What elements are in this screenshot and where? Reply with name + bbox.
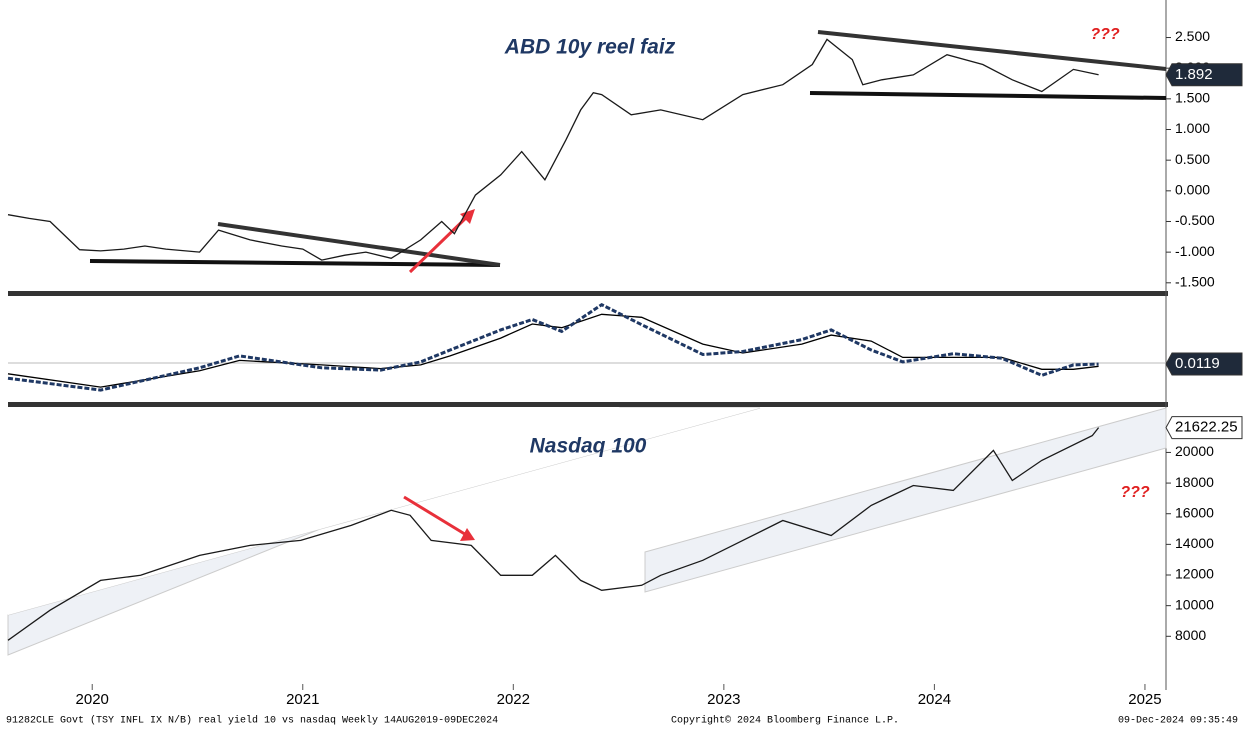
chart-title: Nasdaq 100 (530, 435, 647, 458)
channel-mask (8, 408, 760, 615)
y-tick-label: 8000 (1175, 627, 1206, 643)
series-line (7, 302, 1099, 392)
series-line (7, 38, 1099, 261)
arrow-head (460, 209, 475, 224)
y-tick-label: -1.000 (1175, 243, 1215, 259)
arrow (403, 495, 469, 538)
series-line (7, 427, 1100, 641)
last-value-label: 1.892 (1175, 66, 1213, 83)
y-tick-label: 1.500 (1175, 90, 1210, 106)
trend-line (809, 91, 1167, 100)
trend-line (89, 259, 501, 267)
y-tick-label: -1.500 (1175, 274, 1215, 290)
footer-center: Copyright© 2024 Bloomberg Finance L.P. (671, 715, 899, 727)
y-tick-label: 2.500 (1175, 28, 1210, 44)
x-tick-label: 2025 (1128, 691, 1161, 708)
channel (644, 407, 1167, 593)
last-value-label: 0.0119 (1175, 355, 1220, 372)
panel-separator (8, 402, 1168, 407)
footer-right: 09-Dec-2024 09:35:49 (1118, 716, 1238, 727)
y-tick-label: 14000 (1175, 535, 1214, 551)
arrow-head (460, 528, 475, 541)
y-tick-label: 10000 (1175, 596, 1214, 612)
trend-line (817, 30, 1167, 71)
last-value-box (1165, 416, 1243, 440)
footer-left: 91282CLE Govt (TSY INFL IX N/B) real yie… (6, 715, 498, 727)
y-tick-label: 16000 (1175, 504, 1214, 520)
last-value-box (1165, 352, 1243, 376)
y-tick-label: 0.500 (1175, 151, 1210, 167)
annotation: ??? (1090, 26, 1120, 43)
y-tick-label: 20000 (1175, 443, 1214, 459)
trend-line (217, 222, 501, 267)
y-tick-label: 0.000 (1175, 182, 1210, 198)
annotation: ??? (1120, 484, 1150, 501)
x-tick-label: 2020 (76, 691, 109, 708)
x-tick-label: 2021 (286, 691, 319, 708)
panel-separator (8, 291, 1168, 296)
x-tick-label: 2023 (707, 691, 740, 708)
chart-title: ABD 10y reel faiz (504, 36, 676, 59)
x-tick-label: 2024 (918, 691, 951, 708)
x-tick-label: 2022 (497, 691, 530, 708)
last-value-label: 21622.25 (1175, 419, 1238, 436)
last-value-box (1165, 63, 1243, 87)
y-tick-label: 12000 (1175, 566, 1214, 582)
y-tick-label: 18000 (1175, 474, 1214, 490)
y-tick-label: 1.000 (1175, 120, 1210, 136)
y-tick-label: -0.500 (1175, 212, 1215, 228)
